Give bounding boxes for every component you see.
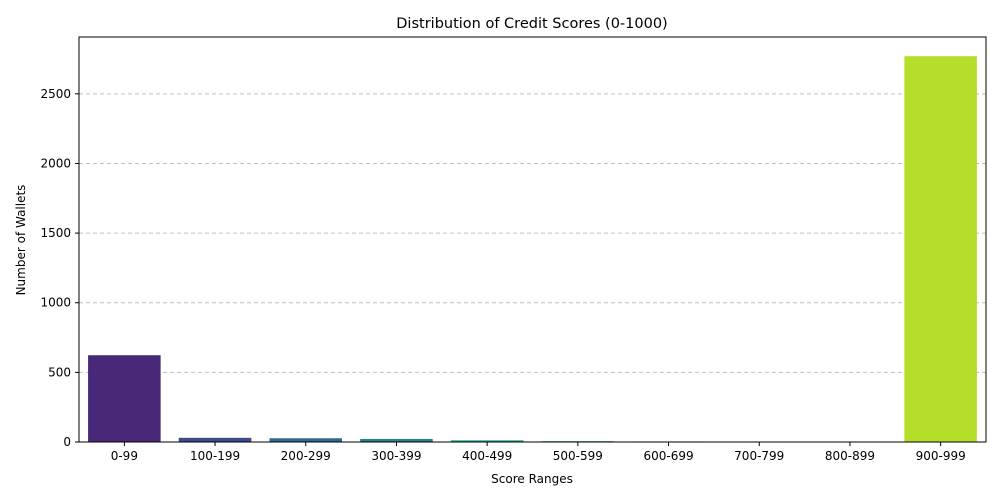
x-tick-label: 600-699 bbox=[643, 449, 693, 463]
axes: 0 500 1000 1500 2000 2500 0-99 100-199 200-299 30… bbox=[40, 37, 986, 463]
bar-200-299 bbox=[269, 438, 342, 442]
x-tick-label: 0-99 bbox=[111, 449, 138, 463]
y-tick-label: 2500 bbox=[40, 87, 71, 101]
x-tick-label: 700-799 bbox=[734, 449, 784, 463]
x-tick-label: 500-599 bbox=[553, 449, 603, 463]
bar-100-199 bbox=[179, 438, 252, 442]
y-tick-label: 1000 bbox=[40, 296, 71, 310]
grid-lines bbox=[79, 94, 986, 373]
y-tick-label: 2000 bbox=[40, 156, 71, 170]
y-tick-label: 500 bbox=[48, 365, 71, 379]
chart-title: Distribution of Credit Scores (0-1000) bbox=[396, 16, 667, 32]
x-tick-label: 400-499 bbox=[462, 449, 512, 463]
x-tick-label: 800-899 bbox=[825, 449, 875, 463]
bar-900-999 bbox=[904, 56, 977, 442]
x-tick-label: 200-299 bbox=[281, 449, 331, 463]
plot-frame bbox=[79, 37, 986, 442]
bar-0-99 bbox=[88, 355, 161, 442]
x-axis-title: Score Ranges bbox=[491, 472, 573, 486]
y-tick-label: 0 bbox=[63, 435, 71, 449]
y-tick-label: 1500 bbox=[40, 226, 71, 240]
x-tick-label: 300-399 bbox=[371, 449, 421, 463]
x-tick-label: 900-999 bbox=[916, 449, 966, 463]
y-axis-title: Number of Wallets bbox=[14, 185, 28, 296]
bars bbox=[88, 56, 977, 442]
x-tick-label: 100-199 bbox=[190, 449, 240, 463]
